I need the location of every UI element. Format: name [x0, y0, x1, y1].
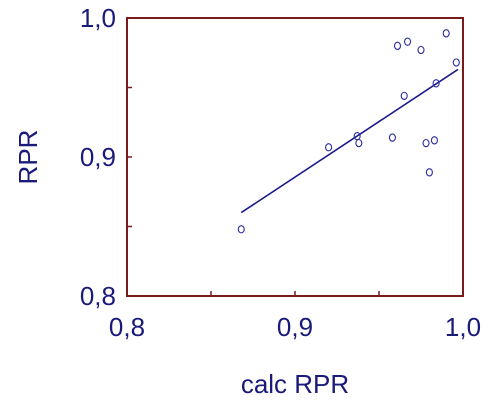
data-point: [452, 58, 460, 67]
data-point: [237, 225, 245, 234]
regression-line: [240, 68, 459, 214]
points-layer: [237, 29, 460, 234]
data-point: [425, 168, 433, 177]
data-point: [393, 41, 402, 50]
data-point: [422, 138, 430, 148]
data-point: [404, 37, 412, 46]
data-point: [442, 29, 450, 38]
y-tick-labels: 0,8 0,9 1,0: [80, 3, 116, 311]
y-axis-title: RPR: [13, 130, 43, 185]
y-tick-label: 0,8: [80, 281, 116, 311]
plot-frame: [126, 17, 464, 297]
x-tick-label: 0,9: [277, 312, 313, 342]
ticks-layer: [126, 17, 464, 297]
y-tick-label: 1,0: [80, 3, 116, 33]
data-point: [432, 79, 440, 88]
data-point: [355, 138, 363, 148]
data-point: [388, 133, 396, 142]
x-tick-labels: 0,8 0,9 1,0: [109, 312, 481, 342]
x-axis-title: calc RPR: [241, 369, 349, 399]
data-point: [325, 143, 333, 152]
data-point: [417, 45, 425, 55]
x-tick-label: 1,0: [445, 312, 481, 342]
data-point: [400, 91, 408, 100]
data-point: [430, 136, 438, 145]
y-tick-label: 0,9: [80, 142, 116, 172]
x-tick-label: 0,8: [109, 312, 145, 342]
